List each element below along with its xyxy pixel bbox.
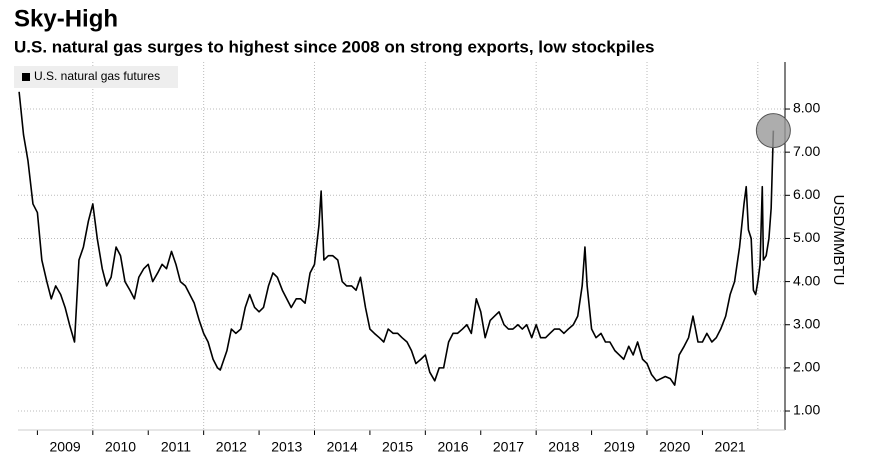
x-tick-label: 2020 (659, 439, 690, 455)
chart-subtitle: U.S. natural gas surges to highest since… (14, 37, 655, 56)
x-tick-label: 2018 (548, 439, 579, 455)
x-tick-label: 2021 (715, 439, 746, 455)
y-tick-label: 6.00 (793, 186, 820, 202)
highlight-marker (755, 113, 791, 149)
x-tick-label: 2014 (327, 439, 358, 455)
x-tick-label: 2017 (493, 439, 524, 455)
x-tick-label: 2013 (271, 439, 302, 455)
chart-title: Sky-High (14, 5, 118, 32)
y-tick-label: 5.00 (793, 229, 820, 245)
x-tick-label: 2011 (161, 439, 191, 455)
x-tick-label: 2009 (50, 439, 81, 455)
x-tick-label: 2010 (105, 439, 136, 455)
y-tick-label: 1.00 (793, 402, 820, 418)
y-tick-label: 7.00 (793, 143, 820, 159)
x-tick-label: 2012 (216, 439, 247, 455)
x-tick-label: 2019 (604, 439, 635, 455)
legend-box (14, 66, 178, 88)
y-tick-label: 4.00 (793, 272, 820, 288)
series-line (18, 91, 775, 386)
x-tick-label: 2015 (382, 439, 413, 455)
y-tick-label: 3.00 (793, 315, 820, 331)
y-tick-label: 2.00 (793, 359, 820, 375)
legend-label: U.S. natural gas futures (34, 69, 160, 83)
x-tick-label: 2016 (437, 439, 468, 455)
y-tick-label: 8.00 (793, 100, 820, 116)
y-axis-label: USD/MMBTU (830, 195, 847, 286)
legend-swatch (22, 73, 30, 81)
